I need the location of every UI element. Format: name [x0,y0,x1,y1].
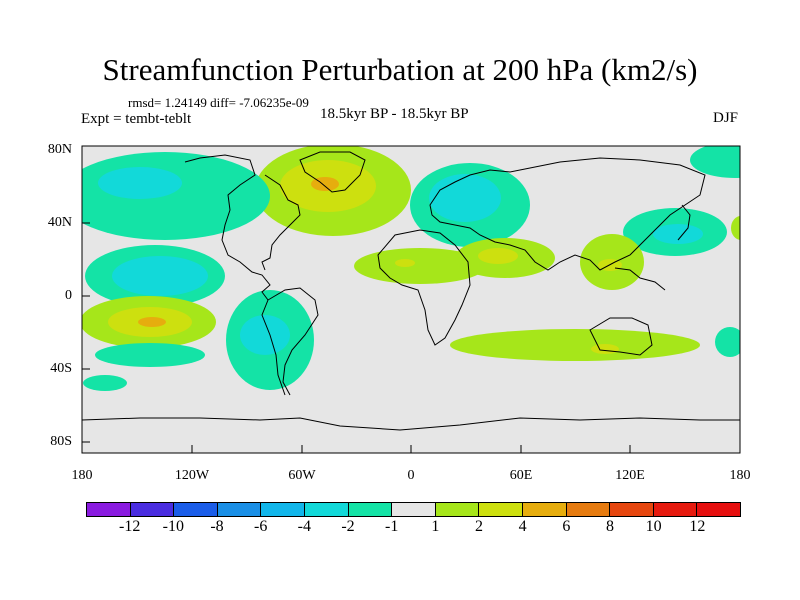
colorbar-box [304,503,349,516]
lat-tick-80n: 80N [47,142,72,157]
lon-tick-120e: 120E [615,468,645,483]
colorbar-label: -4 [297,518,311,535]
contour-positive-s-ocean-inner [591,344,619,354]
coast-africa [377,229,471,346]
coast-south-america-west [261,299,286,396]
colorbar-box [435,503,480,516]
colorbar-label: -2 [341,518,355,535]
coastlines [82,151,740,431]
contour-negative-n-pacific-inner [98,167,182,199]
contour-negative-n-pacific [82,152,270,240]
colorbar-box [348,503,393,516]
contour-negative-trop-pacific-inner [112,256,208,296]
colorbar-label: -10 [162,518,184,535]
colorbar-label: 6 [562,518,571,535]
contour-fields [82,146,740,391]
chart-title: Streamfunction Perturbation at 200 hPa (… [102,52,698,87]
contour-positive-s-ocean [450,329,700,361]
colorbar [86,502,741,517]
coast-greenland [299,151,366,193]
lon-tick-60e: 60E [509,468,533,483]
coast-eurasia [429,157,706,271]
colorbar-label: -1 [384,518,399,535]
lat-tick-0: 0 [65,288,72,303]
colorbar-box [217,503,262,516]
colorbar-label: 8 [606,518,614,535]
colorbar-box [174,503,218,516]
contour-negative-sw [83,375,127,391]
colorbar-label: 2 [475,518,483,535]
stats-line: rmsd= 1.24149 diff= -7.06235e-09 [128,95,309,110]
colorbar-box [479,503,523,516]
colorbar-box [566,503,611,516]
colorbar-label: -8 [210,518,224,535]
colorbar-label: 4 [518,518,527,535]
colorbar-box [697,503,740,516]
period-label: 18.5kyr BP - 18.5kyr BP [320,106,469,122]
colorbar-label: 12 [689,518,706,535]
colorbar-box [130,503,175,516]
coast-north-america-east [261,174,301,271]
lat-tick-40s: 40S [50,361,72,376]
contour-negative-s-pacific-south [95,343,205,367]
lon-tick-120w: 120W [174,468,210,483]
coast-australia [589,317,653,356]
contour-positive-s-pacific-core [138,317,166,327]
colorbar-box [261,503,305,516]
lon-tick-60w: 60W [288,468,316,483]
colorbar-box [610,503,654,516]
colorbar-label: -12 [118,518,141,535]
contour-negative-right-edge [715,327,740,357]
colorbar-box [87,503,131,516]
colorbar-label: -6 [253,518,268,535]
coast-antarctica [82,417,740,431]
contour-negative-europe-inner [429,174,501,222]
coast-south-america-east [267,287,319,396]
contour-negative-ne-corner [690,146,740,178]
lon-tick-0: 0 [407,468,415,483]
lat-tick-80s: 80S [50,434,72,449]
coast-indonesia [614,267,666,291]
axis-ticks [81,145,741,453]
colorbar-box [392,503,436,516]
lon-tick-180w: 180 [71,468,93,483]
contour-positive-right-edge [731,216,740,240]
lon-tick-180e: 180 [729,468,751,483]
coast-japan [677,204,691,241]
contour-negative-s-america-inner [240,315,290,355]
coast-north-america-west [184,154,271,301]
contour-positive-middle-east-inner [478,248,518,264]
colorbar-label: 1 [431,518,440,535]
contour-negative-japan-inner [653,224,703,244]
lat-tick-40n: 40N [47,215,72,230]
colorbar-box [522,503,567,516]
contour-positive-n-africa-inner [395,259,415,267]
experiment-label: Expt = tembt-teblt [81,111,192,127]
colorbar-label: 10 [645,518,662,535]
colorbar-box [653,503,698,516]
season-label: DJF [713,110,739,126]
